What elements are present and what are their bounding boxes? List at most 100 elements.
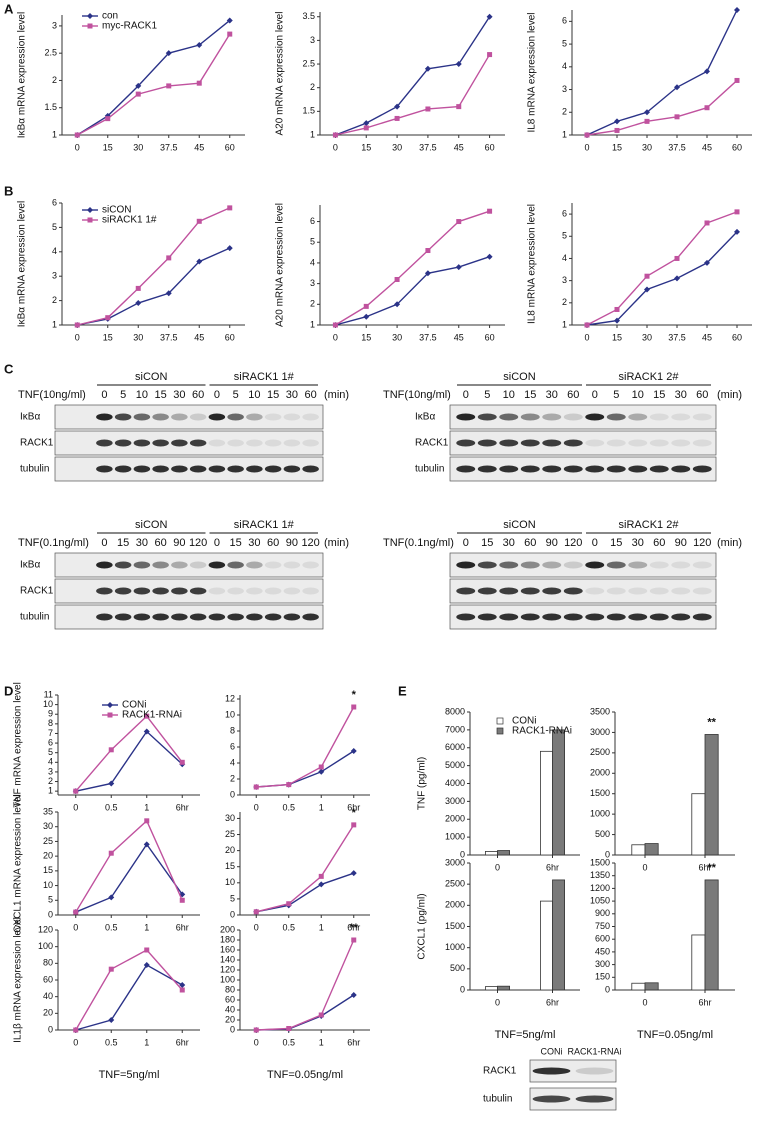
- blot-band: [649, 413, 669, 421]
- blot-band: [542, 413, 562, 421]
- y-tick-label: 60: [225, 994, 235, 1004]
- point: [674, 114, 680, 120]
- point: [107, 712, 113, 718]
- series-line: [77, 207, 231, 326]
- time-label: 10: [248, 389, 260, 401]
- point: [363, 303, 369, 309]
- y-tick-label: 0: [460, 849, 465, 859]
- x-tick-label: 60: [225, 142, 235, 152]
- blot-band: [302, 439, 319, 447]
- blot-band: [208, 561, 226, 569]
- y-tick-label: 20: [225, 845, 235, 855]
- blot-band: [227, 587, 244, 595]
- point: [455, 61, 462, 68]
- y-tick-label: 160: [220, 944, 235, 954]
- point: [351, 937, 357, 943]
- time-label: 15: [117, 537, 129, 549]
- blot-band: [208, 413, 226, 421]
- blot-strip: [449, 404, 717, 430]
- time-label: 0: [214, 389, 220, 401]
- legend-label: myc-RACK1: [102, 21, 157, 32]
- point: [487, 208, 493, 214]
- point: [226, 245, 233, 252]
- blot-band: [671, 465, 691, 473]
- x-tick-label: 15: [612, 332, 622, 342]
- y-tick-label: 2: [310, 82, 315, 92]
- point: [166, 83, 172, 89]
- blot-band: [96, 561, 113, 569]
- y-tick-label: 20: [225, 1014, 235, 1024]
- blot-band: [227, 561, 244, 569]
- x-tick-label: 60: [732, 142, 742, 152]
- time-label: 30: [503, 537, 515, 549]
- time-label: 30: [136, 537, 148, 549]
- y-tick-label: 2000: [590, 768, 610, 778]
- point: [108, 850, 114, 856]
- y-tick-label: 1: [310, 129, 315, 139]
- blot-band: [189, 413, 207, 421]
- blot-band: [532, 1095, 571, 1103]
- blot-band: [189, 439, 207, 447]
- blot-band: [585, 413, 605, 421]
- point: [165, 290, 172, 297]
- y-tick-label: 25: [225, 829, 235, 839]
- point: [351, 822, 357, 828]
- point: [674, 275, 680, 282]
- x-tick-label: 37.5: [419, 332, 437, 342]
- y-axis-label: CXCL1 (pg/ml): [417, 893, 428, 959]
- y-tick-label: 4: [562, 61, 567, 71]
- y-tick-label: 15: [225, 861, 235, 871]
- time-label: 10: [136, 389, 148, 401]
- y-tick-label: 6000: [445, 742, 465, 752]
- time-label: 120: [564, 537, 582, 549]
- time-label: 90: [546, 537, 558, 549]
- blot-band: [585, 613, 605, 621]
- time-label: 5: [233, 389, 239, 401]
- point: [108, 894, 115, 901]
- annotation: *: [352, 807, 357, 819]
- point: [226, 17, 233, 24]
- blot-band: [671, 413, 691, 421]
- treatment-label: TNF(10ng/ml): [383, 389, 451, 401]
- y-tick-label: 35: [43, 806, 53, 816]
- blot-band: [520, 439, 540, 447]
- y-tick-label: 3: [562, 84, 567, 94]
- point: [179, 987, 185, 993]
- blot-band: [542, 613, 562, 621]
- blot-band: [208, 587, 226, 595]
- blot-strip: [54, 430, 324, 456]
- x-tick-label: 6hr: [347, 1037, 360, 1047]
- x-tick-label: 45: [454, 332, 464, 342]
- y-tick-label: 5: [230, 893, 235, 903]
- point: [487, 52, 493, 58]
- time-label: 0: [463, 537, 469, 549]
- y-tick-label: 150: [595, 972, 610, 982]
- panel-label: D: [4, 683, 13, 698]
- point: [107, 702, 113, 708]
- time-label: 60: [567, 389, 579, 401]
- series-line: [77, 247, 231, 326]
- x-tick-label: 0.5: [282, 1037, 295, 1047]
- time-label: 30: [546, 389, 558, 401]
- series-line: [335, 210, 490, 326]
- blot-band: [628, 439, 648, 447]
- x-tick-label: 0: [642, 862, 647, 872]
- y-axis-label: IκBα mRNA expression level: [17, 12, 28, 138]
- time-label: 0: [463, 389, 469, 401]
- point: [253, 784, 259, 790]
- blot-band: [499, 587, 519, 595]
- blot-band: [563, 587, 583, 595]
- blot-band: [96, 613, 113, 621]
- blot-band: [585, 587, 605, 595]
- x-tick-label: 0.5: [105, 1037, 118, 1047]
- legend-label: CONi: [122, 700, 146, 711]
- blot-band: [520, 613, 540, 621]
- point: [363, 125, 369, 131]
- y-tick-label: 6: [48, 737, 53, 747]
- y-tick-label: 5: [48, 747, 53, 757]
- time-label: 60: [653, 537, 665, 549]
- y-tick-label: 30: [43, 821, 53, 831]
- blot-band: [171, 613, 188, 621]
- blot-band: [208, 613, 226, 621]
- blot-band: [585, 439, 605, 447]
